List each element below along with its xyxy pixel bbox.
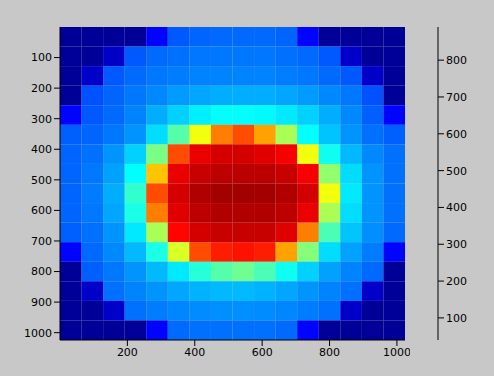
svg-text:800: 800 [319, 346, 340, 359]
svg-text:600: 600 [252, 346, 273, 359]
svg-text:800: 800 [446, 54, 467, 67]
svg-text:200: 200 [446, 275, 467, 288]
svg-text:300: 300 [446, 238, 467, 251]
svg-text:800: 800 [31, 265, 52, 278]
svg-text:600: 600 [31, 204, 52, 217]
svg-text:100: 100 [446, 312, 467, 325]
svg-text:300: 300 [31, 113, 52, 126]
svg-text:600: 600 [446, 128, 467, 141]
svg-text:400: 400 [446, 201, 467, 214]
svg-text:500: 500 [31, 174, 52, 187]
svg-text:700: 700 [31, 235, 52, 248]
svg-text:1000: 1000 [383, 346, 410, 359]
svg-text:200: 200 [117, 346, 138, 359]
svg-text:100: 100 [31, 51, 52, 64]
svg-text:500: 500 [446, 165, 467, 178]
svg-text:700: 700 [446, 91, 467, 104]
svg-text:1000: 1000 [24, 327, 52, 340]
svg-text:900: 900 [31, 296, 52, 309]
svg-text:400: 400 [184, 346, 205, 359]
svg-text:200: 200 [31, 82, 52, 95]
svg-text:400: 400 [31, 143, 52, 156]
